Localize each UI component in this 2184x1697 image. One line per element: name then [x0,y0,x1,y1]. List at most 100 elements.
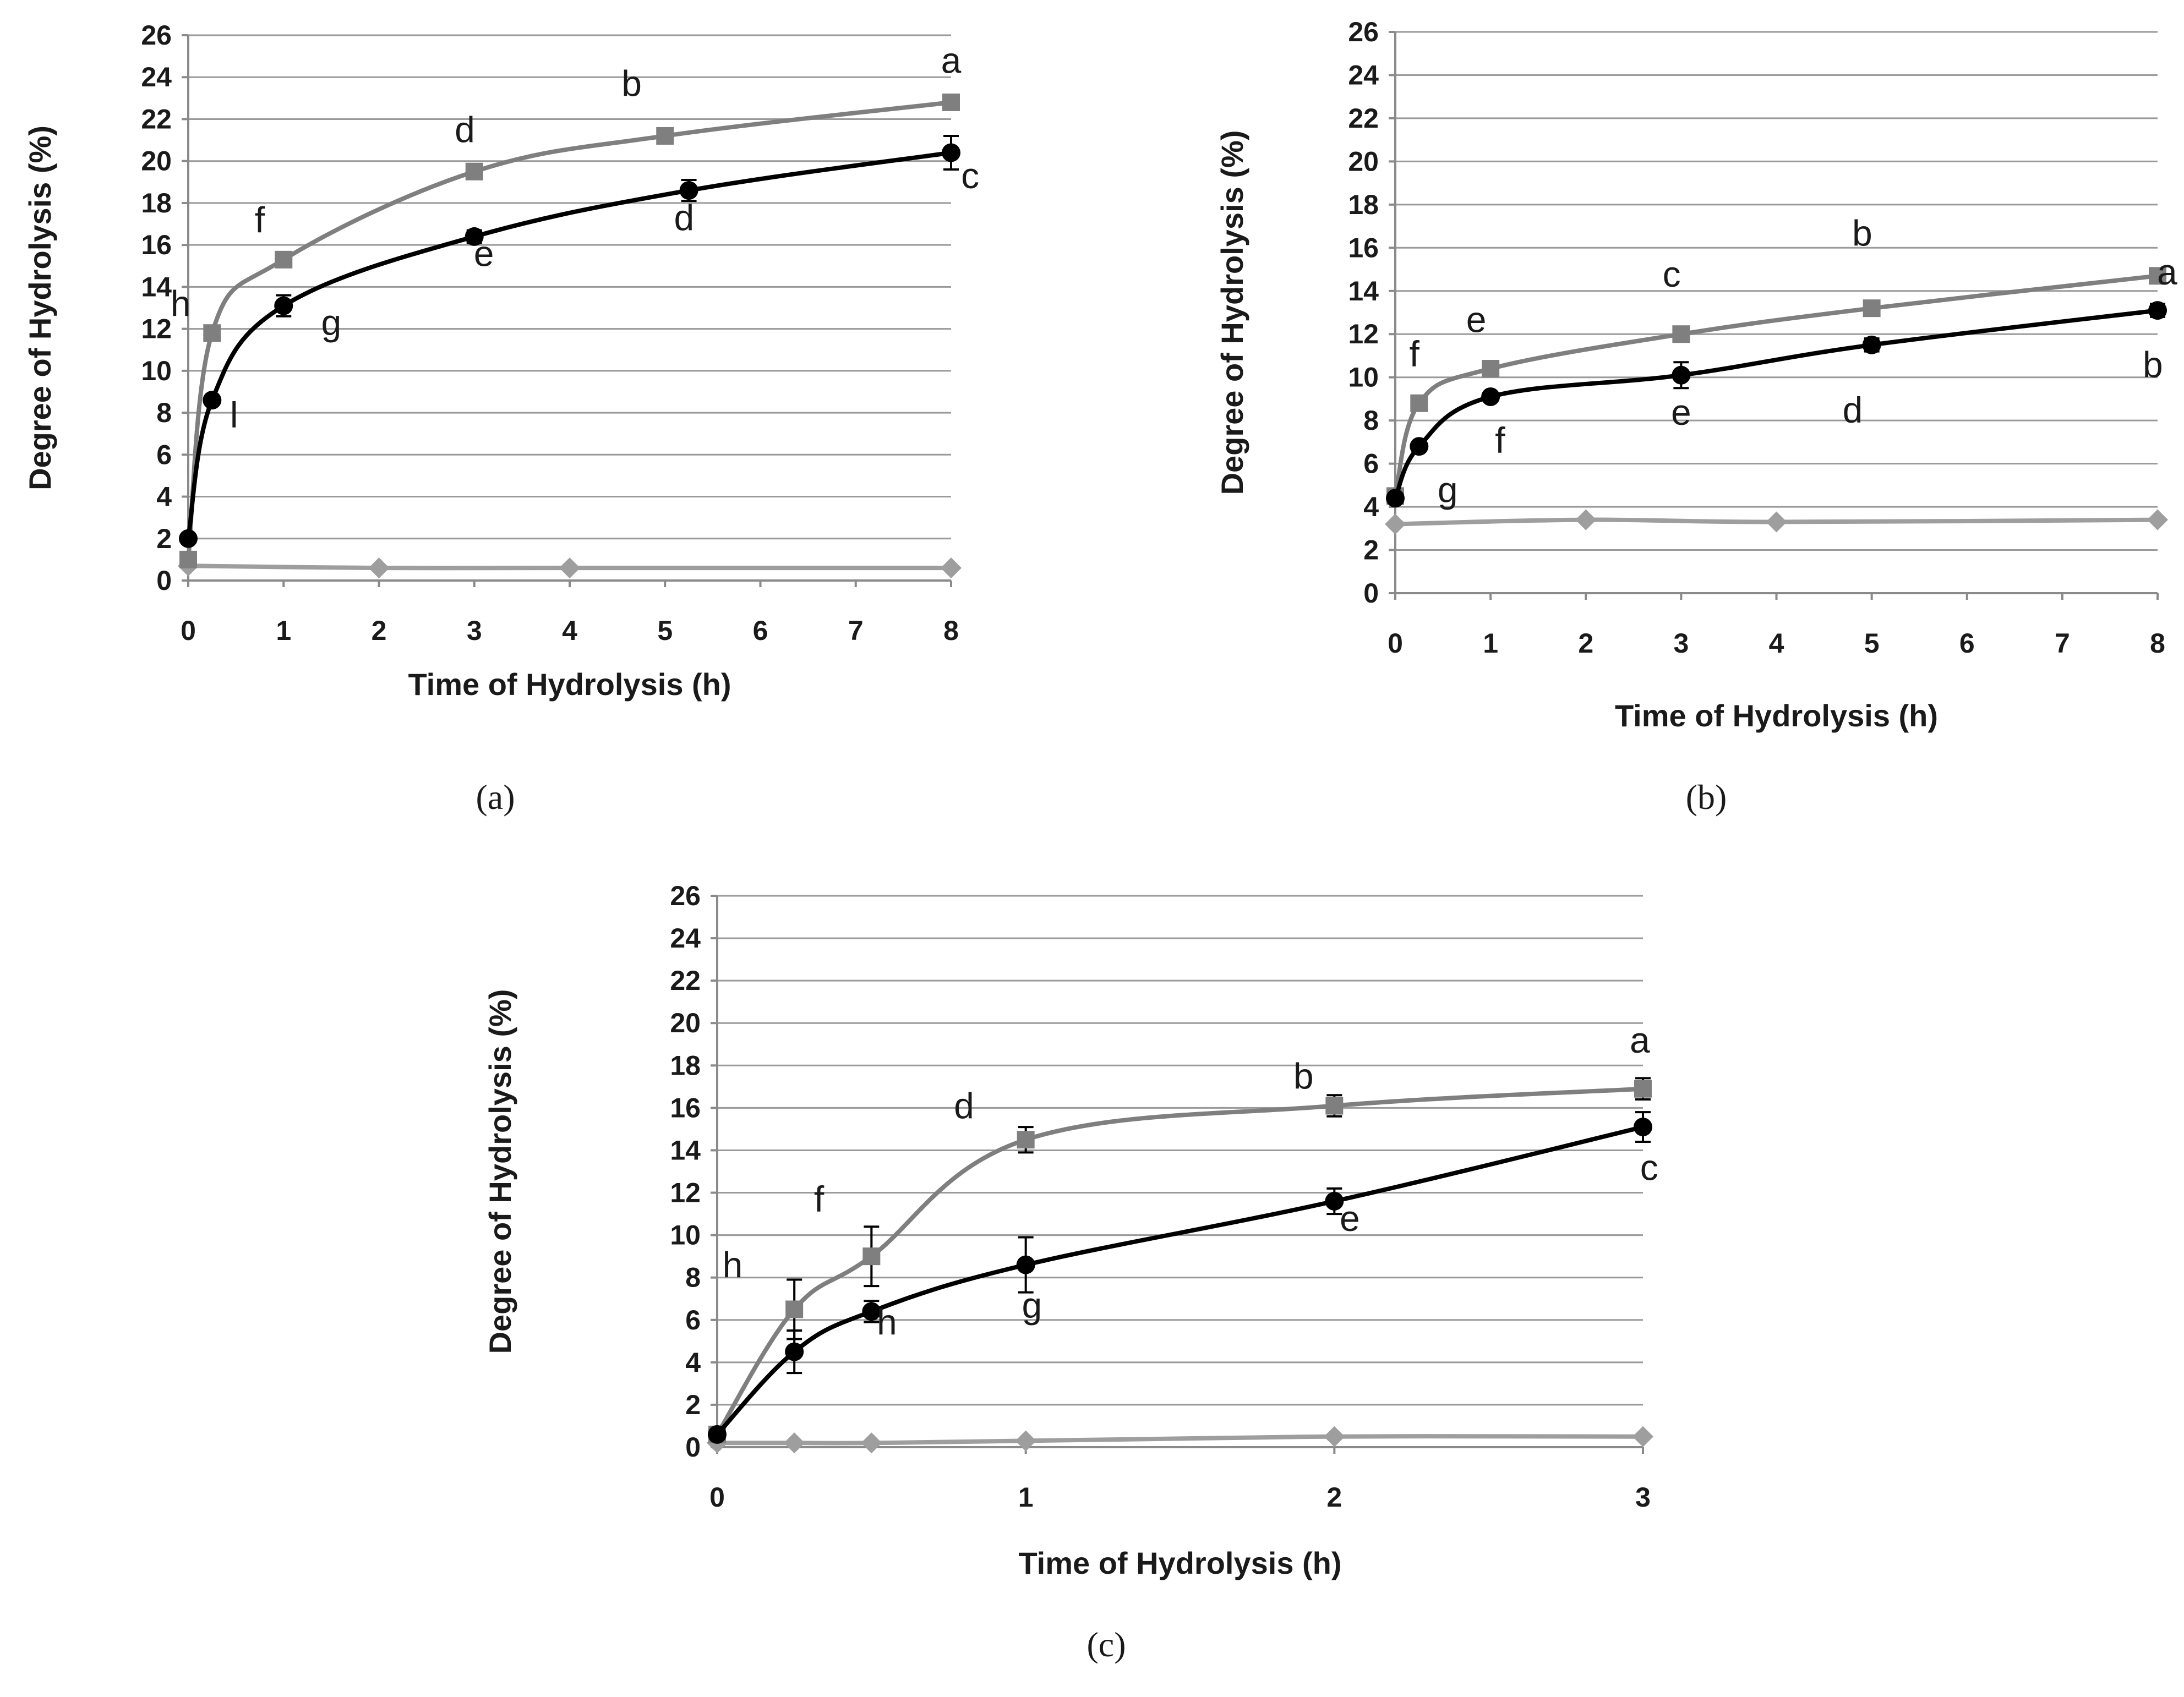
data-point-circle [274,296,293,315]
data-point-circle [2148,301,2167,320]
data-point-circle [1386,489,1405,508]
data-point-diamond [784,1432,805,1454]
significance-letter: d [674,197,695,238]
significance-letter: d [954,1086,974,1126]
y-axis-title: Degree of Hydrolysis (%) [1215,130,1249,495]
series-line-black-circle [716,1125,1644,1436]
y-tick-label: 12 [1348,319,1379,349]
series-line-control [188,563,951,571]
y-tick-label: 20 [141,146,172,177]
y-tick-label: 14 [670,1135,701,1165]
significance-letter: b [621,63,642,104]
data-point-circle [1016,1255,1035,1274]
x-tick-label: 1 [276,615,291,646]
data-point-circle [1410,437,1429,456]
y-tick-label: 16 [141,229,172,260]
x-axis-title: Time of Hydrolysis (h) [1018,1546,1341,1580]
y-tick-label: 26 [141,20,172,51]
data-point-circle [1481,387,1500,406]
significance-letter: a [2157,251,2177,292]
x-tick-label: 0 [1388,628,1403,659]
y-tick-label: 16 [670,1092,701,1123]
significance-letter: a [941,40,962,81]
significance-letter: e [1466,299,1487,340]
significance-letter: d [455,109,475,150]
significance-letter: h [877,1302,897,1343]
y-tick-label: 0 [156,565,172,596]
x-tick-label: 0 [709,1482,725,1513]
y-tick-label: 18 [670,1050,701,1081]
panel-caption: (a) [476,778,515,817]
y-tick-label: 10 [1348,362,1379,393]
data-point-diamond [1632,1426,1653,1447]
y-tick-label: 10 [141,355,172,386]
x-tick-label: 2 [372,615,387,646]
significance-letter: c [961,155,979,196]
data-point-diamond [559,557,580,579]
y-tick-label: 6 [156,439,172,470]
y-tick-label: 26 [670,880,701,911]
data-point-diamond [1575,509,1597,530]
x-tick-label: 1 [1483,628,1498,659]
x-tick-label: 8 [943,615,959,646]
data-point-diamond [1324,1426,1345,1447]
panel-caption: (b) [1686,778,1727,817]
y-tick-label: 8 [1363,405,1379,436]
data-point-circle [1634,1118,1652,1137]
series-line-grey-square [715,1086,1644,1436]
significance-letter: f [814,1179,825,1219]
y-tick-label: 8 [685,1262,701,1293]
y-tick-label: 12 [141,314,172,344]
significance-letter: c [1640,1147,1658,1187]
x-tick-label: 1 [1018,1482,1034,1513]
significance-letter: d [1843,390,1863,430]
data-point-square [1410,394,1428,412]
significance-letter: a [1630,1020,1650,1060]
data-point-square [1863,299,1881,317]
series-line-control [1395,517,2158,527]
data-point-circle [679,181,698,200]
y-tick-label: 4 [1363,491,1379,522]
significance-letter: e [1340,1198,1360,1239]
y-tick-label: 26 [1348,17,1379,47]
significance-letter: g [1022,1285,1042,1326]
x-tick-label: 3 [1635,1482,1651,1513]
data-point-square [275,250,293,269]
x-tick-label: 7 [848,615,864,646]
y-tick-label: 18 [141,188,172,218]
significance-letter: e [474,233,494,273]
significance-letter: b [2143,344,2163,385]
y-tick-label: 22 [1348,103,1379,134]
significance-letter: b [1293,1056,1314,1097]
y-tick-label: 20 [1348,146,1379,177]
y-tick-label: 22 [141,103,172,134]
data-point-square [2149,267,2166,285]
data-point-square [1017,1131,1035,1149]
data-point-circle [708,1425,727,1444]
y-tick-label: 24 [1348,59,1379,90]
data-point-circle [465,227,484,246]
x-tick-label: 2 [1578,628,1593,659]
series-line-grey-square [186,100,952,560]
data-point-circle [203,391,222,410]
data-point-diamond [861,1432,882,1454]
y-tick-label: 2 [156,523,172,554]
series-line-control [717,1434,1644,1446]
y-tick-label: 4 [156,481,172,512]
data-point-square [1634,1080,1652,1098]
y-tick-label: 14 [1348,276,1379,306]
data-point-square [1672,325,1690,343]
y-tick-label: 22 [670,965,701,996]
significance-letter: f [255,199,265,240]
x-tick-label: 4 [562,615,577,646]
x-tick-label: 4 [1769,628,1784,659]
significance-letter: e [1671,392,1691,433]
data-point-circle [785,1342,804,1361]
data-point-diamond [1385,513,1406,535]
y-tick-label: 16 [1348,232,1379,263]
x-tick-label: 5 [657,615,673,646]
x-axis-title: Time of Hydrolysis (h) [1615,698,1938,733]
x-tick-label: 6 [1959,628,1975,659]
